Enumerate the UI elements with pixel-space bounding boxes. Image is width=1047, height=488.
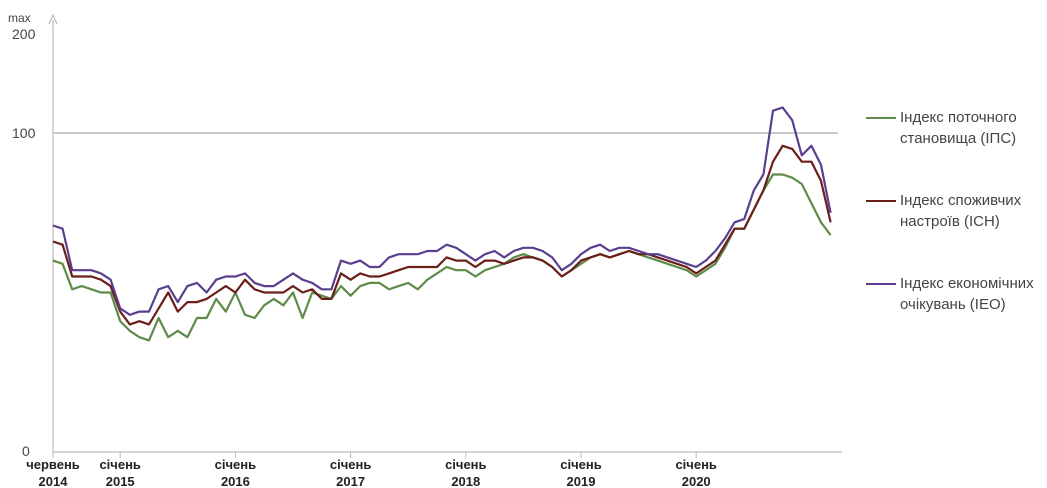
x-tick-label: 2019 [567,474,596,488]
y-tick-label-0: 0 [22,443,30,459]
x-tick-label: 2018 [451,474,480,488]
x-tick-label: 2020 [682,474,711,488]
legend-label-ips: Індекс поточного становища (ІПС) [900,109,1017,147]
x-tick-label: січень [560,457,601,472]
series-lines [52,106,832,342]
legend-label-isn: Індекс споживчих настроїв (ІСН) [900,192,1022,230]
x-tick-label: 2015 [106,474,135,488]
x-axis-ticks: червень 2014 січень 2015 січень 2016 січень 201… [26,452,717,488]
legend-swatch-ips [866,117,896,119]
y-max-label: max [8,11,31,25]
x-tick-label: 2017 [336,474,365,488]
x-tick-label: січень [675,457,716,472]
series-line-ieo [52,106,832,316]
x-tick-label: січень [215,457,256,472]
x-tick-label: січень [330,457,371,472]
x-tick-label: січень [99,457,140,472]
y-axis-arrow [48,13,58,25]
x-tick-label: 2016 [221,474,250,488]
y-tick-label-100: 100 [12,125,36,141]
x-tick-label: 2014 [39,474,69,488]
legend-swatch-isn [866,200,896,202]
legend-swatch-ieo [866,283,896,285]
legend-label-ieo: Індекс економічних очікувань (ІЕО) [900,275,1034,313]
x-tick-label: червень [26,457,80,472]
y-tick-label-200: 200 [12,26,36,42]
series-line-isn [52,144,832,326]
series-line-ips [52,173,832,342]
x-tick-label: січень [445,457,486,472]
